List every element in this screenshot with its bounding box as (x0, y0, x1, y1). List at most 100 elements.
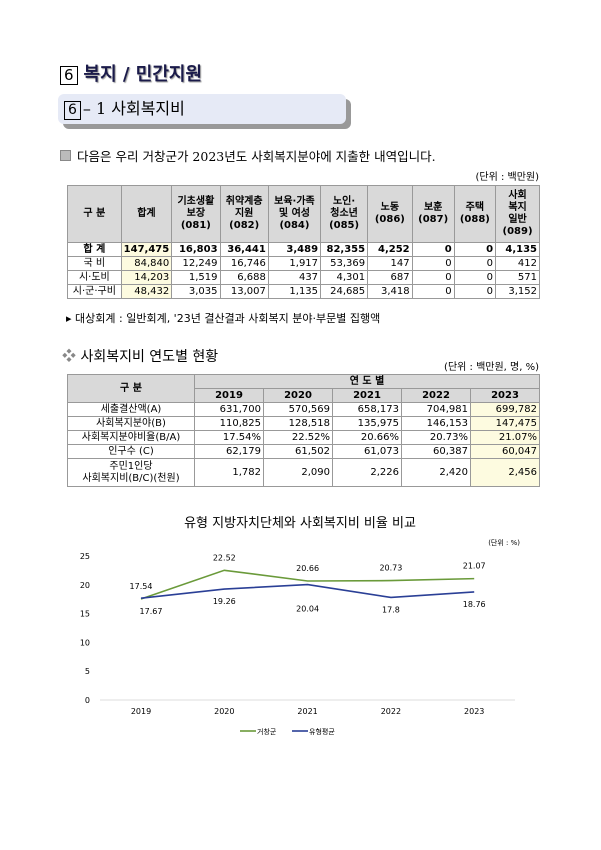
row-label: 국 비 (67, 256, 122, 271)
table-cell: 1,519 (171, 270, 221, 285)
table-cell: 3,489 (267, 242, 322, 257)
expenditure-table: 구 분 합계 기초생활 보장 (081) 취약계층 지원 (082) 보육·가족 및 여성 (084… (67, 185, 540, 299)
table-cell: 135,975 (332, 416, 402, 431)
y-tick-label: 0 (85, 696, 90, 705)
data-label: 20.04 (296, 605, 319, 614)
y-tick-label: 25 (80, 552, 90, 561)
data-label: 21.07 (463, 562, 486, 571)
table-cell: 147,475 (470, 416, 540, 431)
table-header-row: 구 분 합계 기초생활 보장 (081) 취약계층 지원 (082) 보육·가족 및 여성 (084… (67, 185, 540, 243)
table-row: 세출결산액(A) 631,700 570,569 658,173 704,981 699,… (67, 402, 540, 417)
table-cell: 14,203 (120, 270, 173, 285)
row-label: 사회복지분야(B) (67, 416, 195, 431)
column-header: 보훈 (087) (411, 185, 455, 243)
data-label: 17.54 (130, 582, 153, 591)
group-header: 연 도 별 (194, 374, 540, 389)
column-header: 취약계층 지원 (082) (219, 185, 269, 243)
chart-unit: (단위 : %) (488, 538, 520, 547)
table-row: 주민1인당 사회복지비(B/C)(천원) 1,782 2,090 2,226 2,420 2… (67, 458, 540, 487)
row-label: 주민1인당 사회복지비(B/C)(천원) (67, 458, 195, 487)
table-cell: 0 (411, 256, 455, 271)
legend-label: 거창군 (257, 727, 277, 736)
table-cell: 4,301 (320, 270, 369, 285)
table-cell: 24,685 (320, 284, 369, 299)
column-header: 노동 (086) (367, 185, 413, 243)
table-cell: 687 (367, 270, 413, 285)
square-bullet-icon (60, 150, 71, 161)
table-cell: 3,152 (495, 284, 540, 299)
table-cell: 12,249 (171, 256, 221, 271)
table-cell: 0 (453, 270, 497, 285)
subsection-number: 6 (64, 101, 81, 120)
intro-text: 다음은 우리 거창군가 2023년도 사회복지분야에 지출한 내역입니다. (60, 146, 436, 165)
data-label: 20.66 (296, 564, 319, 573)
intro-label: 다음은 우리 거창군가 2023년도 사회복지분야에 지출한 내역입니다. (77, 149, 436, 164)
year-header: 2022 (401, 388, 471, 403)
year-header: 2019 (194, 388, 264, 403)
table-cell: 20.73% (401, 430, 471, 445)
diamond-bullet-icon: ❖ (62, 349, 76, 365)
table-cell: 16,746 (219, 256, 269, 271)
row-label: 사회복지분야비율(B/A) (67, 430, 195, 445)
table-cell: 437 (267, 270, 322, 285)
table-cell: 61,073 (332, 444, 402, 459)
column-header: 주택 (088) (453, 185, 497, 243)
year-header: 2023 (470, 388, 540, 403)
table-cell: 1,782 (194, 458, 264, 487)
column-header: 구 분 (67, 185, 122, 243)
column-header: 보육·가족 및 여성 (084) (267, 185, 322, 243)
table-row: 합 계 147,475 16,803 36,441 3,489 82,355 4,252 0 0… (67, 242, 540, 257)
subsection-heading: 6– 1 사회복지비 (58, 94, 346, 124)
table-cell: 13,007 (219, 284, 269, 299)
section-title: 복지 / 민간지원 (83, 64, 203, 85)
legend-label: 유형평균 (309, 727, 335, 736)
y-tick-label: 10 (80, 638, 90, 647)
section-number: 6 (60, 66, 78, 85)
table-cell: 60,047 (470, 444, 540, 459)
x-tick-label: 2021 (297, 707, 317, 716)
line-chart: 유형 지방자치단체와 사회복지비 비율 비교 (단위 : %) 0 5 10 15 20 25… (80, 516, 520, 736)
corner-header: 구 분 (67, 374, 195, 403)
data-label: 20.73 (379, 564, 402, 573)
y-tick-label: 15 (80, 610, 90, 619)
table-cell: 2,420 (401, 458, 471, 487)
row-label: 인구수 (C) (67, 444, 195, 459)
table1-unit: (단위 : 백만원) (475, 172, 539, 183)
section2-title: 사회복지비 연도별 현황 (80, 349, 219, 365)
table-cell: 17.54% (194, 430, 264, 445)
note-text: 대상회계 : 일반회계, '23년 결산결과 사회복지 분야·부문별 집행액 (75, 312, 381, 325)
table-cell: 4,135 (495, 242, 540, 257)
table-cell: 704,981 (401, 402, 471, 417)
data-label: 22.52 (213, 553, 236, 562)
x-tick-label: 2019 (131, 707, 151, 716)
table-cell: 48,432 (120, 284, 173, 299)
row-label: 합 계 (67, 242, 122, 257)
x-tick-label: 2023 (464, 707, 484, 716)
table-cell: 631,700 (194, 402, 264, 417)
row-label: 시·군·구비 (67, 284, 122, 299)
table-cell: 658,173 (332, 402, 402, 417)
column-header: 노인· 청소년 (085) (320, 185, 369, 243)
column-header: 합계 (120, 185, 173, 243)
data-label: 17.67 (140, 607, 163, 616)
table-cell: 0 (411, 270, 455, 285)
table-cell: 6,688 (219, 270, 269, 285)
table-row: 시·도비 14,203 1,519 6,688 437 4,301 687 0 0 571 (67, 270, 540, 285)
table-cell: 2,226 (332, 458, 402, 487)
table-cell: 20.66% (332, 430, 402, 445)
table-row: 인구수 (C) 62,179 61,502 61,073 60,387 60,047 (67, 444, 540, 459)
table-cell: 0 (411, 242, 455, 257)
table-cell: 0 (453, 256, 497, 271)
table-cell: 16,803 (171, 242, 221, 257)
table-row: 시·군·구비 48,432 3,035 13,007 1,135 24,685 3,418 0… (67, 284, 540, 299)
table-cell: 62,179 (194, 444, 264, 459)
table-cell: 146,153 (401, 416, 471, 431)
table-row: 사회복지분야(B) 110,825 128,518 135,975 146,153 147… (67, 416, 540, 431)
x-tick-label: 2020 (214, 707, 234, 716)
row-label: 세출결산액(A) (67, 402, 195, 417)
y-tick-label: 5 (85, 667, 90, 676)
table-cell: 3,418 (367, 284, 413, 299)
data-label: 17.8 (382, 605, 400, 614)
